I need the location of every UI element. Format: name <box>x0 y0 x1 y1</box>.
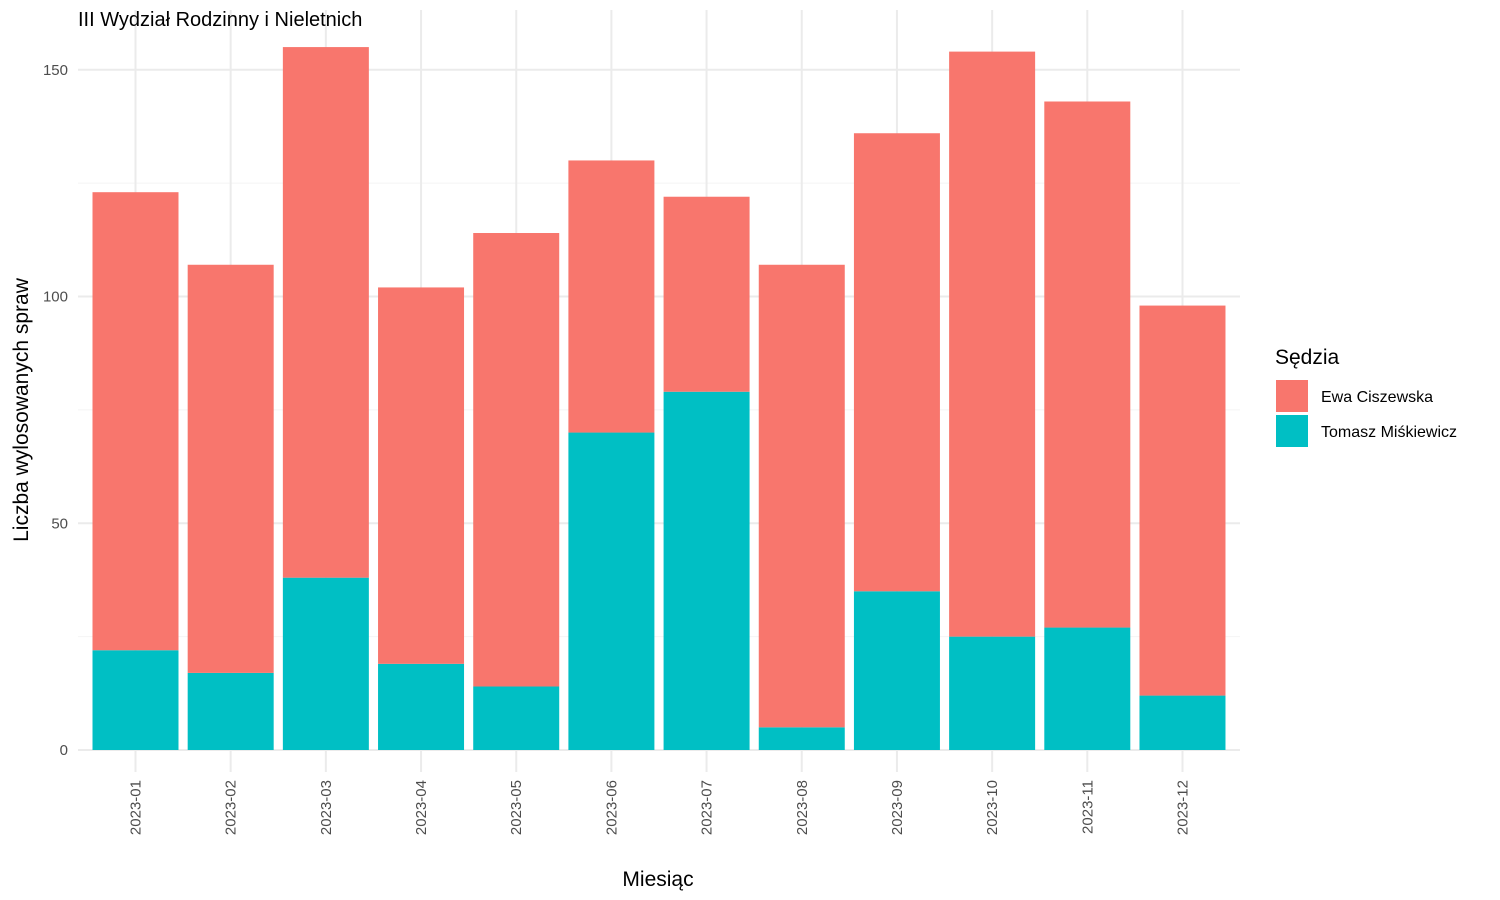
chart-title: III Wydział Rodzinny i Nieletnich <box>78 9 362 31</box>
legend-label: Tomasz Miśkiewicz <box>1321 424 1457 441</box>
bar-segment-tomasz-miskiewicz-2023-08 <box>758 727 845 750</box>
x-tick-label: 2023-08 <box>794 780 811 835</box>
legend-swatch <box>1276 415 1308 447</box>
x-axis: 2023-01 2023-02 2023-03 2023-04 2023-05 2023-… <box>128 780 1192 835</box>
legend: Sędzia Ewa Ciszewska Tomasz Miśkiewicz <box>1275 346 1457 447</box>
bar-segment-tomasz-miskiewicz-2023-01 <box>92 650 179 750</box>
x-tick-label: 2023-11 <box>1079 780 1096 834</box>
y-axis: 0 50 100 150 <box>43 62 68 759</box>
bar-segment-ewa-ciszewska-2023-05 <box>473 233 560 687</box>
x-tick-label: 2023-12 <box>1174 780 1191 835</box>
bar-segment-tomasz-miskiewicz-2023-06 <box>568 432 655 750</box>
y-tick-label: 50 <box>51 515 68 532</box>
x-tick-label: 2023-10 <box>984 780 1001 835</box>
bar-segment-ewa-ciszewska-2023-09 <box>853 133 940 592</box>
x-axis-title: Miesiąc <box>622 868 693 891</box>
bar-segment-ewa-ciszewska-2023-03 <box>282 47 369 578</box>
legend-label: Ewa Ciszewska <box>1321 389 1433 406</box>
legend-title: Sędzia <box>1275 346 1340 369</box>
x-tick-label: 2023-01 <box>128 780 145 835</box>
x-tick-label: 2023-09 <box>889 780 906 835</box>
x-tick-label: 2023-03 <box>318 780 335 835</box>
x-tick-label: 2023-05 <box>508 780 525 835</box>
y-tick-label: 150 <box>43 62 68 79</box>
bar-segment-tomasz-miskiewicz-2023-04 <box>378 663 465 750</box>
x-tick-label: 2023-06 <box>603 780 620 835</box>
bar-segment-tomasz-miskiewicz-2023-11 <box>1044 627 1131 750</box>
y-axis-title: Liczba wylosowanych spraw <box>10 277 33 542</box>
bar-segment-ewa-ciszewska-2023-02 <box>187 264 274 673</box>
x-tick-label: 2023-04 <box>413 780 430 835</box>
bar-segment-ewa-ciszewska-2023-01 <box>92 192 179 651</box>
bar-segment-ewa-ciszewska-2023-11 <box>1044 101 1131 628</box>
bar-segment-tomasz-miskiewicz-2023-02 <box>187 672 274 750</box>
bar-segment-tomasz-miskiewicz-2023-12 <box>1139 695 1226 750</box>
bar-segment-ewa-ciszewska-2023-07 <box>663 196 750 392</box>
bar-segment-ewa-ciszewska-2023-12 <box>1139 305 1226 696</box>
bar-segment-ewa-ciszewska-2023-06 <box>568 160 655 433</box>
bar-segment-ewa-ciszewska-2023-08 <box>758 264 845 728</box>
bar-segment-tomasz-miskiewicz-2023-09 <box>853 591 940 750</box>
bar-segment-ewa-ciszewska-2023-04 <box>378 287 465 664</box>
bar-segment-tomasz-miskiewicz-2023-10 <box>949 636 1036 750</box>
x-tick-label: 2023-02 <box>223 780 240 835</box>
bar-segment-tomasz-miskiewicz-2023-07 <box>663 391 750 750</box>
bar-segment-ewa-ciszewska-2023-10 <box>949 51 1036 637</box>
y-tick-label: 0 <box>60 742 68 759</box>
bar-segment-tomasz-miskiewicz-2023-03 <box>282 577 369 750</box>
bar-segment-tomasz-miskiewicz-2023-05 <box>473 686 560 750</box>
legend-swatch <box>1276 380 1308 412</box>
x-tick-label: 2023-07 <box>699 780 716 835</box>
y-tick-label: 100 <box>43 289 68 306</box>
bars <box>92 47 1226 750</box>
